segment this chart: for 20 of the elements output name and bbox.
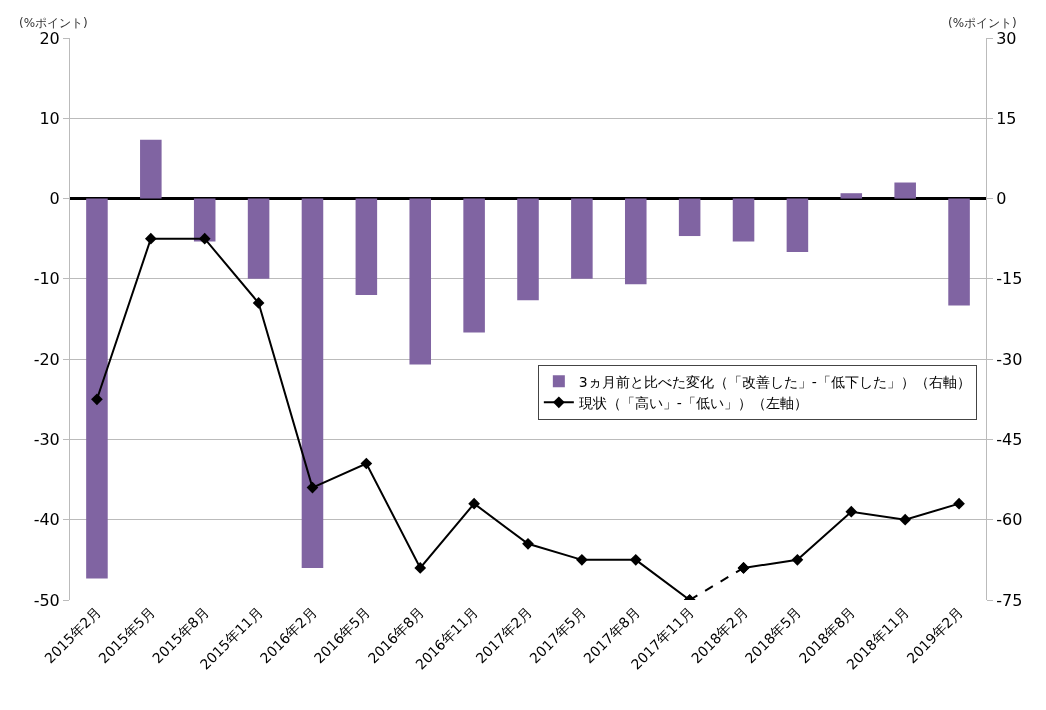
y-tick-label: -30 (33, 430, 60, 450)
y-tick-label: 0 (49, 189, 60, 209)
y2-tick-label: 15 (996, 108, 1017, 128)
legend-label: 現状（「高い」-「低い」）（左軸） (578, 394, 808, 411)
y-tick-label: 10 (39, 108, 60, 128)
y2-tick-label: 0 (996, 189, 1007, 209)
y-tick-label: -40 (33, 510, 60, 530)
y2-tick-label: -30 (996, 349, 1023, 369)
y2-tick-label: 30 (996, 28, 1017, 48)
y2-tick-label: -60 (996, 510, 1023, 530)
y2-tick-label: -15 (996, 269, 1023, 289)
legend-label: 3ヵ月前と比べた変化（「改善した」-「低下した」）（右軸） (578, 373, 971, 390)
y-tick-label: -20 (33, 349, 60, 369)
y-tick-label: -10 (33, 269, 60, 289)
y2-axis-title: (%ポイント) (948, 16, 1017, 30)
y-tick-label: 20 (39, 28, 60, 48)
y2-tick-label: -45 (996, 430, 1023, 450)
y-axis-title: (%ポイント) (19, 16, 88, 30)
y2-tick-label: -75 (996, 590, 1023, 610)
y-tick-label: -50 (33, 590, 60, 610)
